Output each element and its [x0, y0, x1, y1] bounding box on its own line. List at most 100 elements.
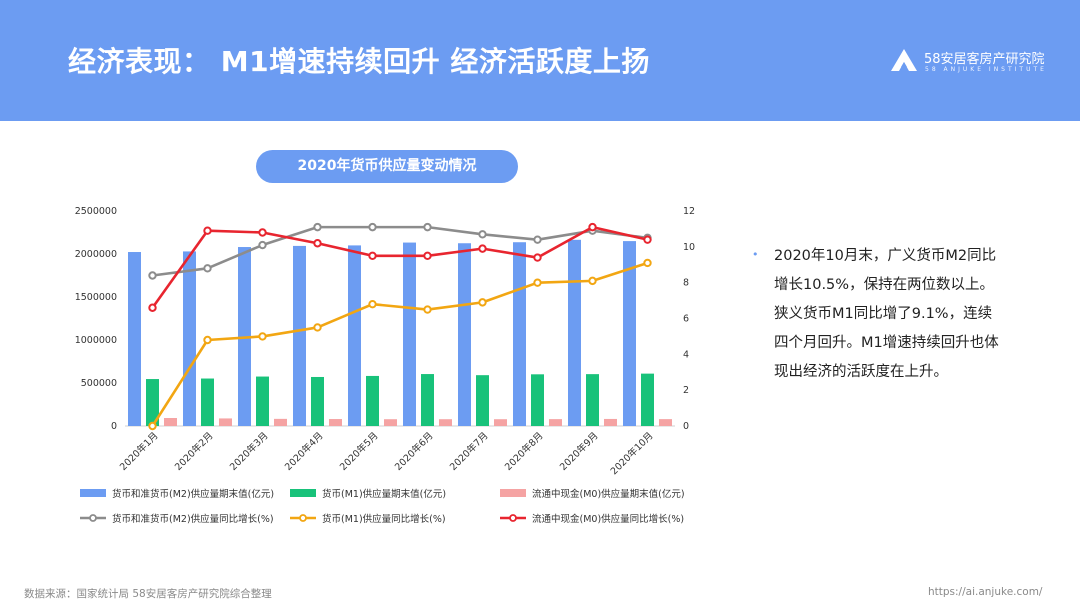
bar-m1 — [476, 375, 489, 426]
legend-label: 货币和准货币(M2)供应量同比增长(%) — [112, 513, 274, 525]
category-label: 2020年10月 — [608, 430, 656, 478]
legend-label: 流通中现金(M0)供应量期末值(亿元) — [532, 488, 685, 500]
point-m0-growth — [313, 239, 322, 248]
data-source: 数据来源：国家统计局 58安居客房产研究院综合整理 — [24, 588, 272, 600]
bar-m0 — [604, 418, 617, 426]
legend-swatch-m2 — [80, 489, 106, 497]
left-axis-tick: 1000000 — [75, 335, 117, 346]
point-m0-growth — [588, 222, 597, 232]
point-m1-growth — [423, 305, 432, 314]
right-axis-tick: 4 — [683, 349, 689, 360]
bar-m0 — [659, 419, 672, 426]
point-m2-growth — [148, 271, 157, 280]
bar-m2 — [623, 241, 636, 426]
right-axis-tick: 6 — [683, 314, 689, 325]
category-label: 2020年3月 — [227, 430, 270, 473]
bar-m0 — [219, 418, 232, 426]
point-m0-growth — [533, 253, 542, 262]
right-axis-tick: 12 — [683, 206, 695, 217]
point-m2-growth — [203, 264, 212, 273]
category-label: 2020年6月 — [392, 430, 435, 473]
legend-marker-m1-growth — [299, 514, 307, 522]
right-axis-tick: 10 — [683, 242, 695, 253]
money-supply-chart: 0 500000 1000000 1500000 2000000 2500000 0 2 4 6 8… — [75, 206, 695, 525]
bar-m1 — [641, 373, 654, 426]
line-m0-growth — [151, 225, 648, 309]
logo: 58安居客房产研究院 58 ANJUKE INSTITUTE — [890, 44, 1060, 78]
point-m1-growth — [588, 276, 597, 286]
category-label: 2020年7月 — [447, 430, 490, 473]
point-m2-growth — [258, 240, 267, 250]
legend-marker-m2-growth — [89, 514, 97, 522]
legend-label: 货币(M1)供应量期末值(亿元) — [322, 488, 446, 500]
point-m2-growth — [313, 222, 322, 232]
bar-m1 — [146, 379, 159, 426]
bar-m0 — [494, 419, 507, 426]
bullet-icon: • — [752, 248, 759, 261]
point-m0-growth — [478, 244, 487, 253]
bar-m2 — [183, 251, 196, 426]
bar-m0 — [439, 419, 452, 426]
bar-m2 — [568, 239, 581, 426]
point-m2-growth — [478, 230, 487, 239]
point-m2-growth — [423, 222, 432, 232]
bar-m0 — [384, 419, 397, 426]
point-m0-growth — [148, 303, 157, 312]
page-title: 经济表现： M1增速持续回升 经济活跃度上扬 — [68, 45, 650, 78]
bar-m1 — [421, 374, 434, 426]
bar-m0 — [329, 419, 342, 426]
point-m1-growth — [533, 278, 542, 287]
point-m0-growth — [643, 235, 652, 244]
summary-paragraph: 2020年10月末，广义货币M2同比增长10.5%，保持在两位数以上。狭义货币M… — [774, 248, 999, 380]
right-axis-tick: 0 — [683, 421, 689, 432]
left-axis-tick: 2500000 — [75, 206, 117, 217]
point-m1-growth — [313, 323, 322, 332]
bar-m2 — [513, 242, 526, 426]
bar-m1 — [311, 376, 324, 426]
line-m1-growth — [151, 261, 648, 427]
logo-subtitle: 58 ANJUKE INSTITUTE — [925, 66, 1047, 73]
legend-label: 流通中现金(M0)供应量同比增长(%) — [532, 513, 684, 525]
point-m0-growth — [203, 226, 212, 235]
chart-title-pill: 2020年货币供应量变动情况 — [256, 150, 518, 183]
category-label: 2020年2月 — [172, 430, 215, 473]
point-m1-growth — [478, 298, 487, 307]
point-m1-growth — [368, 299, 377, 309]
bar-m2 — [293, 245, 306, 426]
point-m2-growth — [533, 235, 542, 244]
legend-label: 货币(M1)供应量同比增长(%) — [322, 513, 446, 525]
bar-m1 — [366, 375, 379, 426]
right-axis-tick: 8 — [683, 278, 689, 289]
legend-label: 货币和准货币(M2)供应量期末值(亿元) — [112, 488, 274, 500]
bar-m1 — [256, 376, 269, 426]
legend-swatch-m0 — [500, 489, 526, 497]
bar-m1 — [201, 378, 214, 426]
source-url[interactable]: https://ai.anjuke.com/ — [928, 586, 1043, 598]
point-m0-growth — [423, 251, 432, 260]
bar-m0 — [549, 419, 562, 426]
category-label: 2020年8月 — [502, 430, 545, 473]
point-m2-growth — [368, 222, 377, 232]
bar-m2 — [128, 252, 141, 426]
anjuke-logo-icon — [891, 49, 917, 71]
point-m1-growth — [148, 421, 157, 431]
point-m1-growth — [203, 335, 212, 345]
bar-m1 — [586, 374, 599, 426]
line-m2-growth — [152, 225, 648, 277]
point-m1-growth — [643, 258, 652, 268]
legend-swatch-m1 — [290, 489, 316, 497]
bar-m1 — [531, 374, 544, 426]
bar-m0 — [164, 418, 177, 426]
header-banner: 经济表现： M1增速持续回升 经济活跃度上扬 58安居客房产研究院 58 ANJ… — [0, 0, 1080, 121]
bar-m0 — [274, 418, 287, 426]
point-m0-growth — [258, 228, 267, 237]
point-m1-growth — [258, 332, 267, 341]
legend-marker-m0-growth — [509, 514, 517, 522]
left-axis-tick: 2000000 — [75, 249, 117, 260]
right-axis-tick: 2 — [683, 385, 689, 396]
left-axis-tick: 500000 — [81, 378, 117, 389]
bar-m2 — [458, 243, 471, 426]
category-label: 2020年4月 — [282, 430, 325, 473]
left-axis-tick: 1500000 — [75, 292, 117, 303]
logo-name: 58安居客房产研究院 — [924, 52, 1045, 67]
